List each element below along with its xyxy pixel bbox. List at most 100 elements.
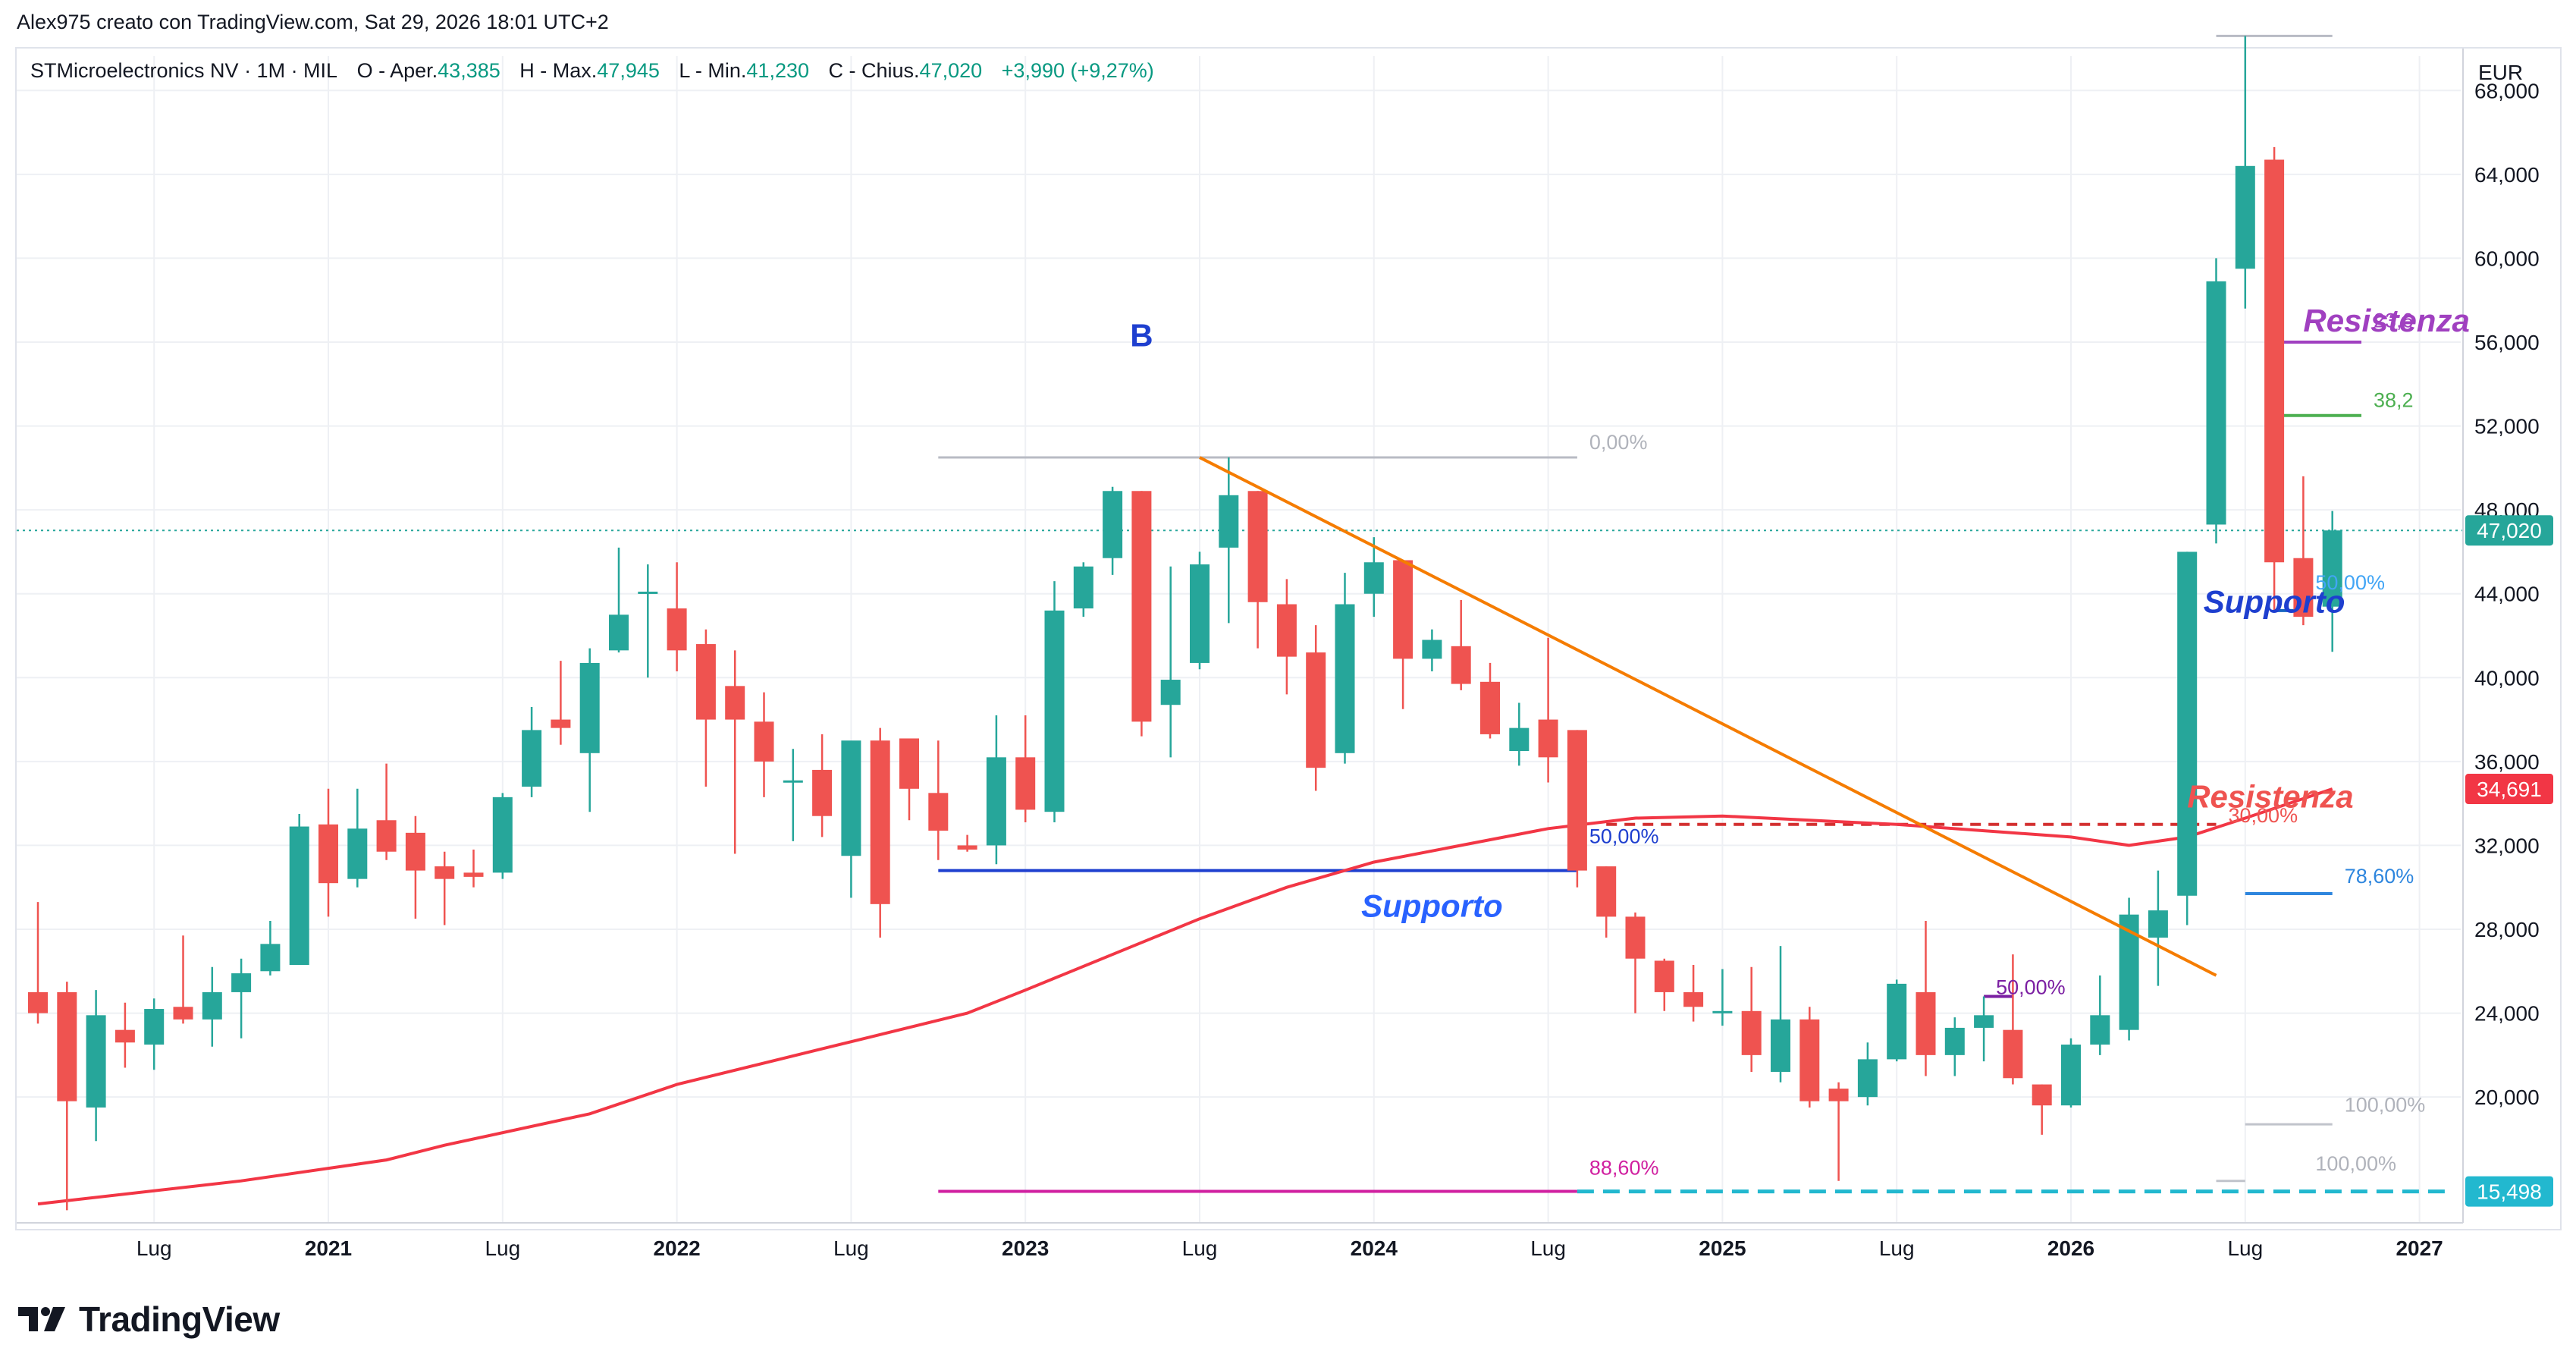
x-tick-label: Lug bbox=[136, 1236, 172, 1260]
fib-level-label: 50,00% bbox=[1996, 976, 2066, 999]
tradingview-wordmark: TradingView bbox=[79, 1299, 280, 1339]
candle-body bbox=[1683, 991, 1704, 1007]
candle-body bbox=[1480, 681, 1500, 734]
candle-body bbox=[2148, 910, 2168, 938]
candle-body bbox=[1596, 866, 1617, 917]
wave-label: B bbox=[1130, 318, 1153, 353]
candle-body bbox=[2264, 159, 2285, 563]
candle-body bbox=[609, 614, 629, 651]
candle-body bbox=[1857, 1059, 1878, 1098]
drawing-trendline bbox=[1199, 456, 2217, 977]
fib-level-label: 78,60% bbox=[2345, 865, 2414, 888]
candle-body bbox=[638, 591, 658, 594]
y-tick-label: 44,000 bbox=[2474, 583, 2540, 606]
candle-body bbox=[1422, 639, 1442, 659]
x-tick-label: 2027 bbox=[2396, 1236, 2443, 1260]
open-value: 43,385 bbox=[438, 59, 500, 82]
y-tick-label: 32,000 bbox=[2474, 834, 2540, 857]
tradingview-brand[interactable]: TradingView bbox=[18, 1299, 280, 1340]
candle-body bbox=[1944, 1027, 1965, 1055]
candle-body bbox=[1103, 491, 1123, 558]
candle-body bbox=[899, 738, 919, 789]
candle-body bbox=[1451, 646, 1471, 684]
symbol-name[interactable]: STMicroelectronics NV · 1M · MIL bbox=[30, 59, 338, 82]
candle-body bbox=[841, 740, 861, 856]
candle-body bbox=[1509, 727, 1530, 752]
fib-level-label: 50,00% bbox=[1589, 825, 1659, 848]
candle-body bbox=[318, 824, 338, 884]
annotation-label: Supporto bbox=[1361, 888, 1503, 923]
fib-level-label: 88,60% bbox=[1589, 1156, 1659, 1179]
x-tick-label: 2021 bbox=[305, 1236, 352, 1260]
grid bbox=[17, 56, 2461, 1223]
axes: 20,000 24,000 28,000 32,000 36,000 40,000 44,0… bbox=[17, 49, 2553, 1260]
candle-body bbox=[870, 740, 890, 904]
candle-body bbox=[1828, 1089, 1849, 1101]
y-tick-label: 56,000 bbox=[2474, 331, 2540, 354]
candle-body bbox=[2177, 551, 2198, 896]
y-tick-label: 24,000 bbox=[2474, 1002, 2540, 1026]
low-label: L - Min. bbox=[679, 59, 747, 82]
fib-level-label: 50,00% bbox=[2315, 571, 2385, 594]
last-price-badge bbox=[2465, 515, 2553, 546]
level-value-label: 15,498 bbox=[2477, 1180, 2542, 1204]
candle-body bbox=[2206, 281, 2226, 525]
candle-body bbox=[522, 730, 542, 787]
candle-body bbox=[57, 991, 77, 1101]
candle-body bbox=[376, 820, 397, 852]
high-label: H - Max. bbox=[519, 59, 598, 82]
candle-body bbox=[347, 828, 368, 879]
candle-body bbox=[2003, 1029, 2023, 1079]
x-tick-label: 2025 bbox=[1699, 1236, 1746, 1260]
candle-body bbox=[1567, 730, 1587, 871]
x-tick-label: Lug bbox=[833, 1236, 869, 1260]
x-tick-label: 2024 bbox=[1351, 1236, 1398, 1260]
annotations: B Supporto Supporto Resistenza Resistenza 0,0… bbox=[1130, 303, 2470, 1179]
candle-body bbox=[435, 866, 455, 879]
x-tick-label: 2022 bbox=[653, 1236, 700, 1260]
open-label: O - Aper. bbox=[356, 59, 438, 82]
x-tick-label: Lug bbox=[2227, 1236, 2263, 1260]
candle-body bbox=[115, 1029, 135, 1043]
ma-value-badge bbox=[2465, 774, 2553, 805]
candle-body bbox=[1073, 566, 1093, 609]
candle-body bbox=[725, 686, 745, 720]
candle-body bbox=[1625, 916, 1646, 959]
fib-level-label: 23,6 bbox=[2374, 310, 2414, 332]
candle-body bbox=[1335, 604, 1355, 753]
candle-body bbox=[463, 872, 484, 877]
candle-body bbox=[28, 991, 48, 1013]
candle-body bbox=[579, 662, 600, 753]
y-tick-label: 52,000 bbox=[2474, 415, 2540, 438]
candle-body bbox=[1916, 991, 1936, 1055]
candle-body bbox=[1393, 560, 1414, 659]
moving-average bbox=[37, 787, 2333, 1206]
drawings-back bbox=[17, 34, 2463, 1194]
candle-body bbox=[812, 769, 833, 816]
candle-body bbox=[1306, 652, 1326, 768]
y-tick-label: 36,000 bbox=[2474, 750, 2540, 774]
annotation-label: Supporto bbox=[2204, 584, 2345, 620]
candle-body bbox=[1190, 564, 1210, 663]
candle-body bbox=[1654, 960, 1674, 992]
y-tick-label: 68,000 bbox=[2474, 79, 2540, 102]
close-label: C - Chius. bbox=[828, 59, 920, 82]
candle-body bbox=[231, 973, 252, 992]
candle-body bbox=[1741, 1010, 1762, 1055]
candle-body bbox=[1044, 610, 1065, 812]
candle-body bbox=[2090, 1015, 2110, 1045]
x-tick-label: Lug bbox=[485, 1236, 520, 1260]
candle-body bbox=[260, 944, 281, 972]
y-tick-label: 60,000 bbox=[2474, 247, 2540, 270]
x-tick-label: Lug bbox=[1879, 1236, 1915, 1260]
candle-body bbox=[986, 757, 1006, 846]
candle-body bbox=[1247, 491, 1268, 602]
candle-body bbox=[783, 780, 803, 783]
candle-body bbox=[928, 793, 949, 831]
candle-body bbox=[2032, 1084, 2052, 1106]
x-tick-label: 2026 bbox=[2047, 1236, 2094, 1260]
y-tick-label: 40,000 bbox=[2474, 666, 2540, 690]
candle-body bbox=[202, 991, 222, 1020]
candle-body bbox=[86, 1015, 106, 1108]
